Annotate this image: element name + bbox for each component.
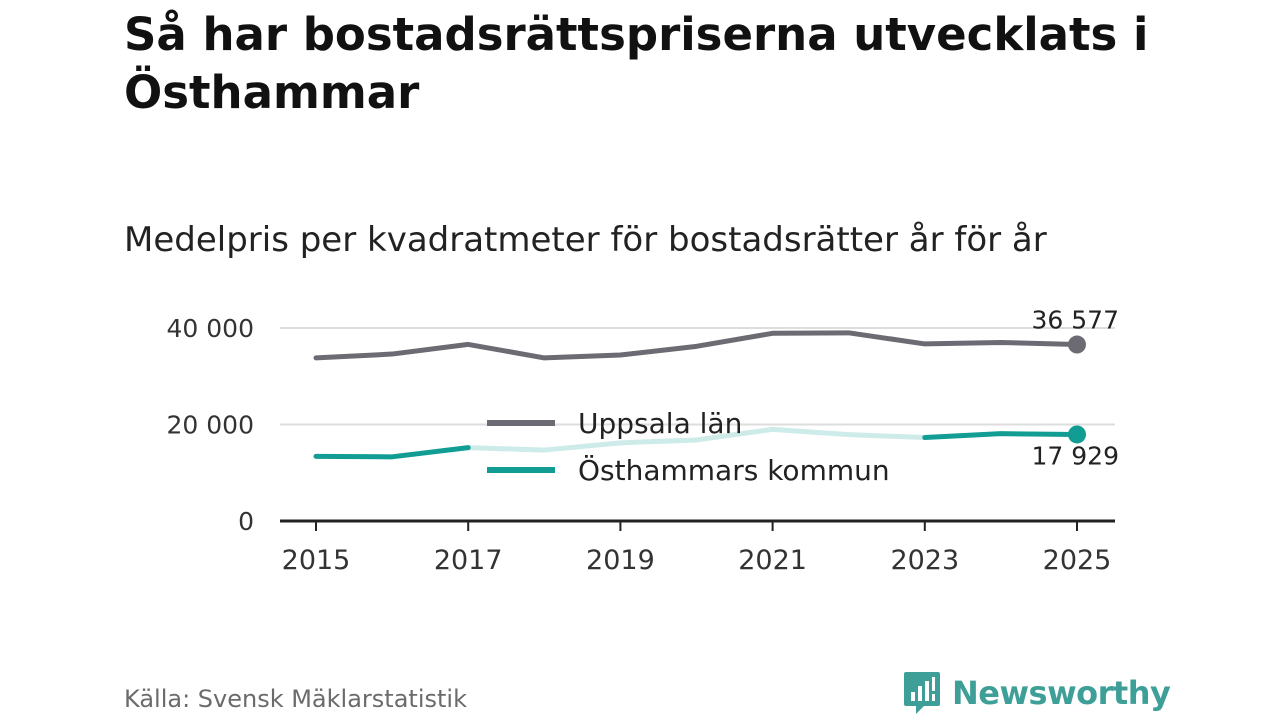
data-point [1068, 425, 1086, 444]
series-line-osthammar-faded [468, 426, 925, 453]
x-tick-label: 2021 [738, 545, 807, 576]
legend-label: Uppsala län [578, 407, 742, 440]
series-line-osthammar [922, 431, 1080, 441]
brand-logo: Newsworthy [902, 670, 1171, 716]
y-tick-label: 0 [238, 507, 254, 536]
chart-subtitle: Medelpris per kvadratmeter för bostadsrä… [124, 220, 1047, 260]
data-point [1068, 335, 1086, 354]
series-line-uppsala-lan [313, 330, 1080, 361]
chart-title: Så har bostadsrättspriserna utvecklats i… [124, 8, 1149, 119]
data-label: 36 577 [1032, 306, 1119, 335]
x-tick-label: 2017 [434, 545, 503, 576]
x-tick-label: 2019 [586, 545, 655, 576]
x-tick-label: 2025 [1043, 545, 1112, 576]
brand-name: Newsworthy [952, 674, 1171, 712]
x-tick-label: 2023 [890, 545, 959, 576]
newsworthy-logo-icon [904, 672, 940, 714]
y-tick-label: 20 000 [167, 411, 254, 440]
y-tick-label: 40 000 [167, 314, 254, 343]
legend-label: Östhammars kommun [578, 453, 890, 487]
series-line-osthammar [313, 445, 471, 460]
x-tick-label: 2015 [282, 545, 351, 576]
source-note: Källa: Svensk Mäklarstatistik [124, 685, 467, 713]
line-chart: 0 20 000 40 000 2015 2017 2019 2021 2023 2025 36 … [167, 306, 1119, 576]
data-label: 17 929 [1032, 441, 1119, 470]
